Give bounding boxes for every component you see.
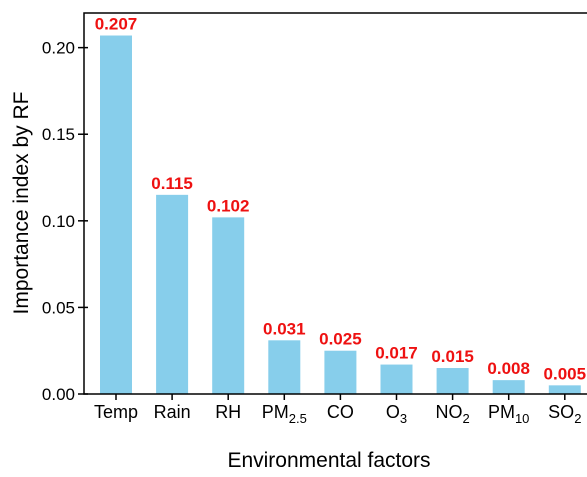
bar bbox=[100, 35, 132, 394]
data-label: 0.102 bbox=[207, 196, 250, 215]
x-tick-label: CO bbox=[327, 402, 354, 422]
y-axis-title: Importance index by RF bbox=[10, 92, 33, 315]
data-label: 0.008 bbox=[487, 359, 530, 378]
data-label: 0.115 bbox=[151, 174, 193, 193]
y-tick-label: 0.00 bbox=[42, 385, 75, 404]
bar bbox=[548, 385, 581, 394]
bar bbox=[156, 194, 189, 394]
x-tick-label: Rain bbox=[154, 402, 191, 422]
bar bbox=[380, 364, 413, 394]
plot-frame bbox=[83, 12, 587, 395]
bar bbox=[492, 380, 525, 394]
x-tick-label: O3 bbox=[386, 402, 407, 426]
y-tick-label: 0.05 bbox=[42, 298, 75, 317]
data-label: 0.005 bbox=[544, 364, 587, 383]
data-label: 0.015 bbox=[431, 347, 474, 366]
data-label: 0.031 bbox=[263, 319, 306, 338]
x-tick-label: NO2 bbox=[435, 402, 469, 426]
x-tick-label: SO2 bbox=[548, 402, 581, 426]
bar bbox=[324, 350, 357, 394]
x-tick-label: PM2.5 bbox=[262, 402, 307, 426]
bar bbox=[268, 340, 301, 394]
data-label: 0.025 bbox=[319, 330, 362, 349]
bar bbox=[212, 217, 245, 394]
x-axis-title: Environmental factors bbox=[227, 449, 430, 472]
y-tick-label: 0.10 bbox=[42, 212, 75, 231]
x-tick-label: Temp bbox=[94, 402, 138, 422]
y-tick-label: 0.15 bbox=[42, 125, 75, 144]
plot-area: 0.00 0.05 0.10 0.15 0.20 0.207 Temp 0.115 Rain 0.… bbox=[42, 15, 586, 426]
x-tick-label: RH bbox=[215, 402, 241, 422]
data-label: 0.017 bbox=[375, 344, 418, 363]
x-tick-label: PM10 bbox=[488, 402, 529, 426]
y-tick-label: 0.20 bbox=[42, 39, 75, 58]
bar bbox=[436, 368, 469, 394]
data-label: 0.207 bbox=[95, 15, 138, 34]
